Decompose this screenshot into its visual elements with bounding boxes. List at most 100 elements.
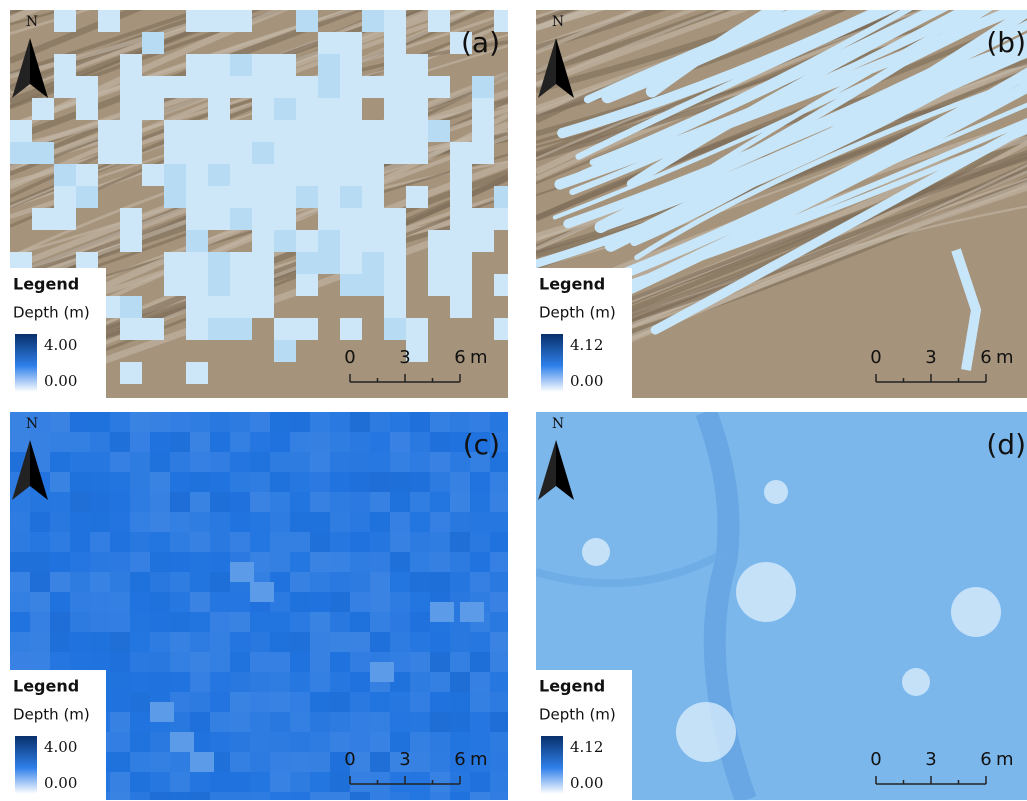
depth-cell [310, 752, 330, 772]
depth-cell [130, 672, 150, 692]
depth-cell [230, 752, 250, 772]
water-cell [274, 120, 296, 142]
depth-cell [450, 512, 470, 532]
water-cell [208, 120, 230, 142]
water-cell [120, 208, 142, 230]
water-cell [406, 142, 428, 164]
depth-cell [430, 472, 450, 492]
depth-cell [150, 652, 170, 672]
depth-cell [190, 632, 210, 652]
depth-cell [70, 532, 90, 552]
depth-cell [150, 752, 170, 772]
shallow-patch [676, 702, 736, 762]
depth-cell [430, 452, 450, 472]
depth-cell [270, 692, 290, 712]
depth-cell [250, 582, 274, 602]
depth-cell [310, 632, 330, 652]
water-cell [428, 274, 450, 296]
depth-cell [190, 432, 210, 452]
panel-label: (b) [986, 26, 1026, 59]
water-cell [384, 252, 406, 274]
depth-cell [490, 672, 508, 692]
water-cell [252, 54, 274, 76]
depth-cell [330, 712, 350, 732]
water-cell [120, 142, 142, 164]
water-cell [362, 142, 384, 164]
water-cell [406, 98, 428, 120]
depth-cell [90, 452, 110, 472]
water-cell [164, 274, 186, 296]
scale-unit: m [470, 347, 488, 368]
depth-cell [90, 432, 110, 452]
water-cell [450, 252, 472, 274]
depth-cell [290, 692, 310, 712]
depth-cell [410, 672, 430, 692]
depth-cell [290, 452, 310, 472]
depth-cell [470, 652, 490, 672]
depth-cell [70, 492, 90, 512]
depth-cell [90, 492, 110, 512]
water-cell [252, 252, 274, 274]
water-cell [164, 120, 186, 142]
depth-cell [250, 492, 270, 512]
depth-cell [250, 652, 270, 672]
water-cell [230, 252, 252, 274]
water-cell [318, 252, 340, 274]
depth-cell [270, 472, 290, 492]
depth-cell [130, 472, 150, 492]
water-cell [406, 54, 428, 76]
water-cell [274, 318, 296, 340]
depth-cell [70, 652, 90, 672]
depth-cell [10, 632, 30, 652]
depth-cell [290, 772, 310, 792]
water-cell [252, 230, 274, 252]
depth-cell [330, 532, 350, 552]
depth-cell [170, 472, 190, 492]
water-cell [54, 54, 76, 76]
depth-cell [450, 652, 470, 672]
depth-cell [190, 652, 210, 672]
water-cell [384, 318, 406, 340]
water-cell [230, 318, 252, 340]
depth-cell [430, 572, 450, 592]
water-cell [98, 142, 120, 164]
depth-cell [350, 532, 370, 552]
depth-cell [10, 612, 30, 632]
water-cell [340, 164, 362, 186]
north-label: N [552, 14, 564, 30]
water-cell [384, 274, 406, 296]
water-cell [428, 76, 450, 98]
water-cell [340, 186, 362, 208]
depth-cell [210, 472, 230, 492]
depth-cell [310, 452, 330, 472]
depth-cell [190, 752, 214, 772]
depth-cell [470, 532, 490, 552]
water-cell [252, 120, 274, 142]
depth-cell [460, 602, 484, 622]
water-cell [384, 10, 406, 32]
water-cell [384, 54, 406, 76]
water-cell [186, 208, 208, 230]
depth-cell [70, 552, 90, 572]
depth-cell [230, 592, 250, 612]
legend-ramp [15, 736, 37, 794]
shallow-patch [902, 668, 930, 696]
depth-cell [170, 752, 190, 772]
depth-cell [270, 792, 290, 800]
depth-cell [10, 512, 30, 532]
legend-ramp [541, 334, 563, 392]
water-cell [340, 142, 362, 164]
depth-cell [370, 752, 390, 772]
depth-cell [370, 732, 390, 752]
depth-cell [10, 432, 30, 452]
depth-cell [190, 572, 210, 592]
depth-cell [170, 572, 190, 592]
scale-label: 6 [454, 749, 465, 770]
depth-cell [350, 792, 370, 800]
water-cell [230, 76, 252, 98]
depth-cell [290, 752, 310, 772]
depth-cell [310, 612, 330, 632]
water-cell [296, 318, 318, 340]
depth-cell [350, 512, 370, 532]
depth-cell [390, 632, 410, 652]
